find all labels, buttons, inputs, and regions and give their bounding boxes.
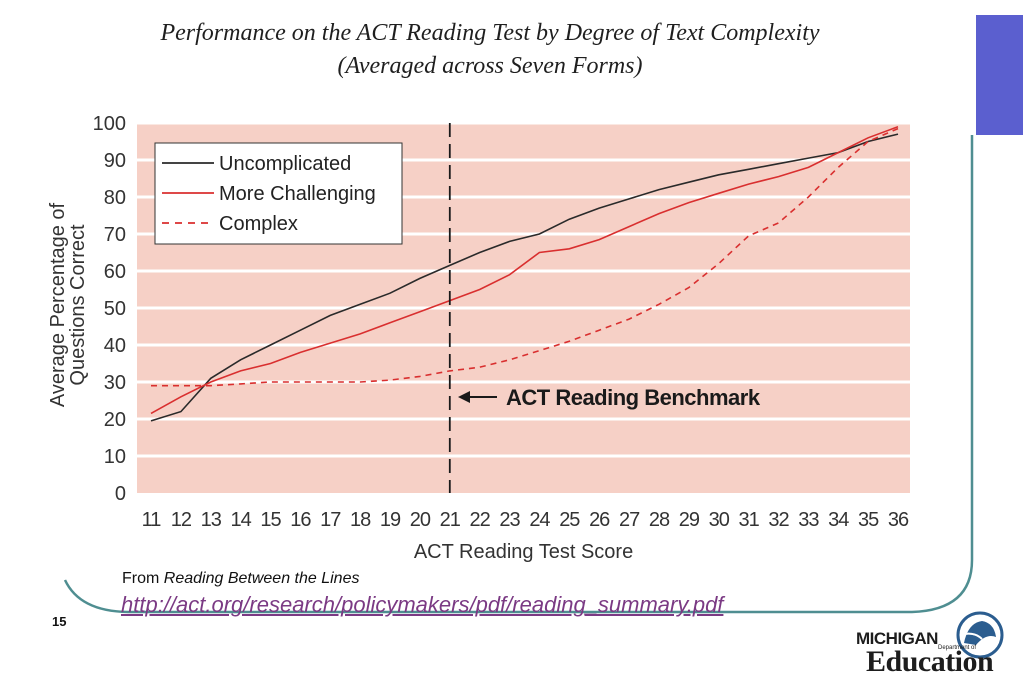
series-lines (150, 125, 899, 422)
caption-prefix: From (122, 570, 164, 587)
axes: 0 10 20 30 40 50 60 70 80 90 100 11 12 13 14 15 16 17 18 19… (47, 113, 910, 563)
legend: Uncomplicated More Challenging Complex (154, 142, 403, 245)
y-tick-label: 90 (104, 150, 126, 172)
x-tick-label: 28 (649, 509, 670, 531)
y-tick-label: 60 (104, 261, 126, 283)
x-tick-label: 33 (798, 509, 819, 531)
accent-tab (976, 15, 1023, 135)
y-tick-label: 40 (104, 335, 126, 357)
y-axis-label-line1: Average Percentage of (47, 202, 69, 407)
x-tick-label: 31 (738, 509, 759, 531)
x-tick-label: 22 (470, 509, 491, 531)
slide-frame (63, 135, 974, 614)
slide-number: 15 (52, 614, 67, 629)
benchmark-arrow-head (458, 391, 470, 403)
x-tick-label: 17 (320, 509, 341, 531)
y-axis-label: Average Percentage ofQuestions Correct (47, 202, 89, 407)
x-tick-label: 32 (768, 509, 789, 531)
x-tick-label: 12 (171, 509, 192, 531)
y-tick-label: 80 (104, 187, 126, 209)
annotations: ACT Reading Benchmark (448, 123, 761, 493)
x-tick-label: 20 (410, 509, 431, 531)
logo-michigan-text: MICHIGAN (856, 629, 938, 648)
x-tick-label: 34 (828, 509, 849, 531)
y-tick-label: 50 (104, 298, 126, 320)
y-axis-label-line2: Questions Correct (67, 224, 89, 386)
x-tick-label: 26 (589, 509, 610, 531)
x-tick-label: 25 (559, 509, 580, 531)
y-tick-label: 70 (104, 224, 126, 246)
caption-source-title: Reading Between the Lines (163, 570, 360, 587)
x-tick-label: 11 (142, 509, 162, 531)
y-tick-label: 0 (115, 483, 126, 505)
x-tick-label: 21 (440, 509, 461, 531)
x-tick-label: 29 (679, 509, 700, 531)
source-link[interactable]: http://act.org/research/policymakers/pdf… (121, 592, 724, 617)
y-tick-label: 100 (93, 113, 126, 135)
logo-education-text: Education (866, 645, 994, 678)
x-tick-label: 23 (499, 509, 520, 531)
benchmark-label: ACT Reading Benchmark (506, 385, 761, 410)
legend-label: More Challenging (219, 183, 376, 205)
x-tick-label: 19 (380, 509, 401, 531)
x-tick-label: 15 (260, 509, 281, 531)
logo-department-text: Department of (938, 645, 977, 651)
x-axis-label: ACT Reading Test Score (414, 541, 633, 563)
x-tick-label: 13 (201, 509, 222, 531)
x-tick-label: 36 (888, 509, 909, 531)
x-tick-label: 35 (858, 509, 879, 531)
mitten-icon (956, 611, 1004, 659)
chart-title: Performance on the ACT Reading Test by D… (160, 20, 820, 46)
legend-label: Complex (219, 213, 298, 235)
x-tick-label: 14 (231, 509, 252, 531)
series-line-more-challenging (150, 125, 899, 415)
y-tick-label: 20 (104, 409, 126, 431)
x-tick-label: 24 (529, 509, 550, 531)
series-line-complex (151, 127, 899, 387)
source-caption: From Reading Between the Lines (122, 570, 359, 588)
x-tick-label: 27 (619, 509, 640, 531)
legend-label: Uncomplicated (219, 153, 351, 175)
x-tick-label: 18 (350, 509, 371, 531)
series-line-uncomplicated (150, 133, 899, 422)
chart-subtitle: (Averaged across Seven Forms) (337, 53, 643, 79)
x-tick-label: 16 (290, 509, 311, 531)
michigan-education-logo: MICHIGAN Department of Education (856, 605, 1006, 678)
y-tick-label: 30 (104, 372, 126, 394)
y-tick-label: 10 (104, 446, 126, 468)
x-tick-label: 30 (709, 509, 730, 531)
